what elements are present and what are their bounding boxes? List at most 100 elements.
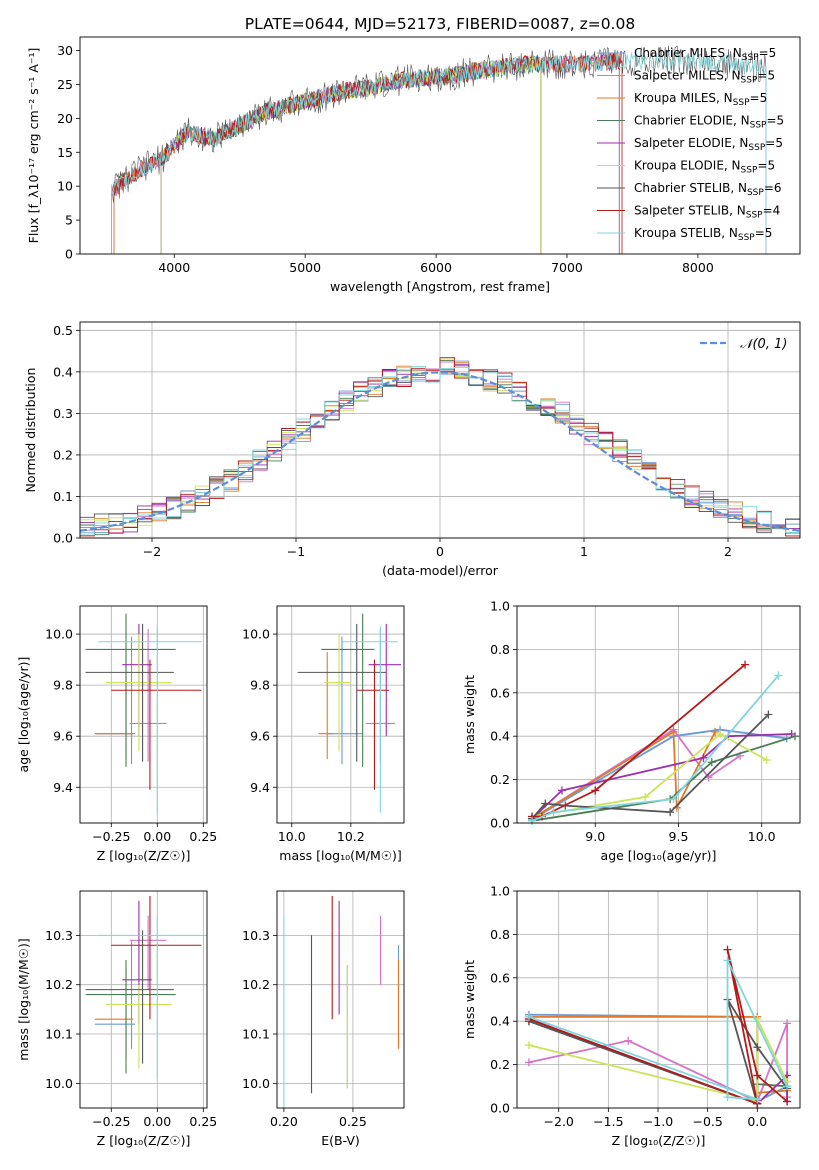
massweight_vs_age-point-kroupa-elodie <box>641 792 650 801</box>
age_vs_mass-ytick-label: 10.0 <box>242 627 270 642</box>
massweight_vs_age-point-kroupa-stelib <box>669 795 678 804</box>
legend-text: Kroupa STELIB, N <box>634 226 738 240</box>
massweight_vs_age-point-kroupa-miles <box>669 727 678 736</box>
legend-text: Salpeter MILES, N <box>634 69 741 83</box>
age_vs_Z-xtick-label: 0.25 <box>189 829 217 844</box>
spectrum-xtick-label: 5000 <box>289 260 321 275</box>
massweight_vs_Z-point-kroupa-stelib <box>783 1082 792 1091</box>
massweight_vs_age-point-chabrier-stelib <box>666 808 675 817</box>
residuals-ytick-label: 0.0 <box>53 531 73 546</box>
massweight_vs_age-line-kroupa-stelib <box>531 674 780 822</box>
massweight_vs_age-line-kroupa-miles <box>531 731 716 820</box>
mass_vs_ebv-xtick-label: 0.25 <box>339 1114 367 1129</box>
massweight_vs_Z-ytick-label: 1.0 <box>490 884 510 899</box>
mass_vs_ebv-xtick-label: 0.20 <box>270 1114 298 1129</box>
massweight_vs_age-ytick-label: 0.2 <box>490 772 510 787</box>
residuals-ytick-label: 0.4 <box>53 364 73 379</box>
massweight_vs_age-point-salpeter-stelib <box>591 786 600 795</box>
massweight_vs_age-ytick-label: 0.8 <box>490 642 510 657</box>
legend-entry-salpeter-stelib: Salpeter STELIB, NSSP=4 <box>634 204 780 221</box>
massweight_vs_age-point-salpeter-stelib <box>741 660 750 669</box>
massweight_vs_age-line-chabrier-miles <box>536 728 787 818</box>
massweight_vs_age-ylabel: mass weight <box>462 675 477 754</box>
legend-subscript: SSP <box>738 233 755 243</box>
gaussian-legend-label: 𝒩(0, 1) <box>740 337 787 352</box>
massweight_vs_age-frame <box>516 605 801 824</box>
legend-subscript: SSP <box>746 211 763 221</box>
massweight_vs_age-point-chabrier-elodie <box>707 758 716 767</box>
age_vs_mass-frame <box>276 605 405 824</box>
mass_vs_ebv-xlabel: E(B-V) <box>321 1133 360 1148</box>
massweight_vs_age-point-kroupa-elodie <box>762 756 771 765</box>
legend-text: Salpeter STELIB, N <box>634 204 746 218</box>
massweight_vs_Z-ylabel: mass weight <box>462 960 477 1039</box>
massweight_vs_Z-point-salpeter-miles <box>783 1019 792 1028</box>
age_vs_Z-ytick-label: 9.4 <box>53 780 73 795</box>
massweight_vs_age-point-kroupa-stelib <box>774 671 783 680</box>
massweight_vs_Z-xtick-label: −0.5 <box>692 1114 722 1129</box>
massweight_vs_Z-point-salpeter-stelib <box>753 1071 762 1080</box>
massweight_vs_age-line-chabrier-elodie <box>531 735 796 822</box>
mass_vs_ebv-ytick-label: 10.2 <box>242 977 270 992</box>
mass_vs_Z-ytick-label: 10.3 <box>45 928 73 943</box>
mass_vs_Z-xtick-label: 0.25 <box>189 1114 217 1129</box>
massweight_vs_age-point-kroupa-elodie <box>716 730 725 739</box>
legend-subscript: SSP <box>741 76 758 86</box>
massweight_vs_age-xtick-label: 9.0 <box>585 829 605 844</box>
age_vs_mass-xlabel: mass [log₁₀(M/M☉)] <box>279 848 401 863</box>
age_vs_Z-ylabel: age [log₁₀(age/yr)] <box>16 657 31 773</box>
massweight_vs_age-point-salpeter-elodie <box>787 730 796 739</box>
age_vs_mass-xtick-label: 10.2 <box>337 829 365 844</box>
spectrum-ytick-label: 10 <box>57 179 73 194</box>
legend-text: Chabrier STELIB, N <box>634 181 747 195</box>
mass_vs_Z-xtick-label: 0.00 <box>143 1114 171 1129</box>
massweight_vs_Z-point-kroupa-stelib <box>753 1095 762 1104</box>
residuals-ytick-label: 0.3 <box>53 406 73 421</box>
massweight_vs_age-ytick-label: 1.0 <box>490 599 510 614</box>
massweight_vs_Z-xlabel: Z [log₁₀(Z/Z☉)] <box>612 1133 706 1148</box>
age_vs_Z-ytick-label: 10.0 <box>45 627 73 642</box>
legend-tail: =6 <box>764 181 782 195</box>
legend-entry-salpeter-elodie: Salpeter ELODIE, NSSP=5 <box>634 136 783 153</box>
residuals-xlabel: (data-model)/error <box>382 563 499 578</box>
legend-text: Chabrier ELODIE, N <box>634 114 750 128</box>
massweight_vs_Z-point-kroupa-stelib <box>524 1012 533 1021</box>
massweight_vs_Z-xtick-label: −1.0 <box>643 1114 673 1129</box>
massweight_vs_Z-ytick-label: 0.4 <box>490 1014 510 1029</box>
massweight_vs_age-point-kroupa-stelib <box>549 808 558 817</box>
massweight_vs_Z-point-kroupa-stelib <box>723 1093 732 1102</box>
massweight_vs_Z-xtick-label: 0.0 <box>747 1114 767 1129</box>
spectrum-frame <box>79 36 801 255</box>
spectrum-series-kroupa-stelib-n-ssp-5 <box>111 51 767 254</box>
massweight_vs_Z-point-chabrier-stelib <box>753 1043 762 1052</box>
massweight_vs_Z-ytick-label: 0.6 <box>490 970 510 985</box>
mass_vs_Z-ylabel: mass [log₁₀(M/M☉)] <box>16 938 31 1060</box>
spectrum-ylabel: Flux [f_λ10⁻¹⁷ erg cm⁻² s⁻¹ A⁻¹] <box>26 48 41 244</box>
age_vs_Z-frame <box>79 605 208 824</box>
legend-subscript: SSP <box>741 166 758 176</box>
residual-histogram-kroupa-stelib <box>80 365 800 536</box>
massweight_vs_Z-ytick-label: 0.8 <box>490 927 510 942</box>
spectrum-ytick-label: 0 <box>65 247 73 262</box>
mass_vs_Z-xtick-label: −0.25 <box>92 1114 130 1129</box>
residuals-ytick-label: 0.5 <box>53 323 73 338</box>
mass_vs_Z-ytick-label: 10.0 <box>45 1076 73 1091</box>
legend-entry-kroupa-miles: Kroupa MILES, NSSP=5 <box>634 91 767 108</box>
massweight_vs_Z-point-kroupa-stelib <box>723 956 732 965</box>
residuals-xtick-label: 2 <box>724 544 732 559</box>
legend-tail: =5 <box>766 114 784 128</box>
massweight_vs_Z-point-salpeter-stelib <box>723 945 732 954</box>
massweight_vs_age-ytick-label: 0.0 <box>490 816 510 831</box>
legend-entry-chabrier-stelib: Chabrier STELIB, NSSP=6 <box>634 181 782 198</box>
spectrum-ytick-label: 30 <box>57 43 73 58</box>
legend-tail: =5 <box>750 91 768 105</box>
massweight_vs_Z-point-salpeter-miles <box>524 1058 533 1067</box>
massweight_vs_age-xtick-label: 10.0 <box>748 829 776 844</box>
spectrum-xtick-label: 8000 <box>682 260 714 275</box>
legend-tail: =4 <box>763 204 781 218</box>
legend-text: Salpeter ELODIE, N <box>634 136 748 150</box>
massweight_vs_age-point-kroupa-miles <box>711 727 720 736</box>
mass_vs_ebv-frame <box>276 890 405 1109</box>
legend-subscript: SSP <box>742 53 759 63</box>
